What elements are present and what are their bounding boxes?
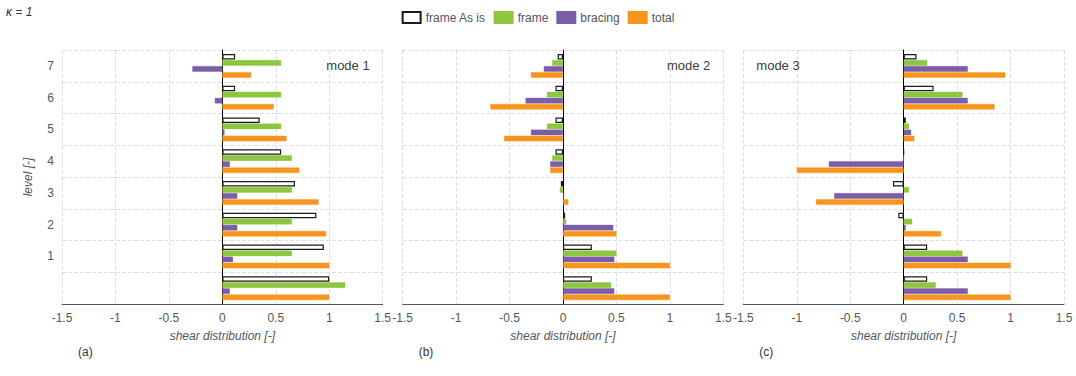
svg-text:-1: -1 — [110, 311, 121, 325]
svg-text:3: 3 — [47, 186, 54, 200]
svg-text:mode 3: mode 3 — [756, 58, 799, 73]
svg-text:total: total — [652, 11, 675, 25]
svg-text:-1.5: -1.5 — [52, 311, 73, 325]
svg-text:1.5: 1.5 — [374, 311, 391, 325]
svg-text:0: 0 — [219, 311, 226, 325]
svg-text:frame As is: frame As is — [426, 11, 485, 25]
svg-text:-0.5: -0.5 — [159, 311, 180, 325]
svg-text:0.5: 0.5 — [949, 311, 966, 325]
svg-text:bracing: bracing — [580, 11, 619, 25]
svg-text:0.5: 0.5 — [608, 311, 625, 325]
svg-text:1: 1 — [326, 311, 333, 325]
svg-text:6: 6 — [47, 91, 54, 105]
svg-text:level [-]: level [-] — [21, 157, 35, 196]
svg-text:shear distribution [-]: shear distribution [-] — [170, 329, 276, 343]
svg-text:-1: -1 — [791, 311, 802, 325]
svg-text:(a): (a) — [78, 345, 93, 359]
svg-text:0.5: 0.5 — [267, 311, 284, 325]
svg-text:-0.5: -0.5 — [499, 311, 520, 325]
svg-text:0: 0 — [560, 311, 567, 325]
svg-text:-1: -1 — [451, 311, 462, 325]
svg-text:κ = 1: κ = 1 — [6, 5, 32, 19]
svg-text:mode 2: mode 2 — [667, 58, 710, 73]
svg-text:1: 1 — [667, 311, 674, 325]
svg-text:-1.5: -1.5 — [392, 311, 413, 325]
svg-text:frame: frame — [518, 11, 549, 25]
svg-text:-0.5: -0.5 — [840, 311, 861, 325]
svg-text:-1.5: -1.5 — [733, 311, 754, 325]
svg-text:shear distribution [-]: shear distribution [-] — [851, 329, 957, 343]
svg-text:(c): (c) — [759, 345, 773, 359]
svg-text:5: 5 — [47, 122, 54, 136]
svg-text:mode 1: mode 1 — [326, 58, 369, 73]
svg-text:4: 4 — [47, 154, 54, 168]
svg-text:2: 2 — [47, 218, 54, 232]
svg-text:0: 0 — [900, 311, 907, 325]
svg-text:1.5: 1.5 — [715, 311, 732, 325]
svg-text:1.5: 1.5 — [1056, 311, 1073, 325]
svg-text:1: 1 — [1007, 311, 1014, 325]
svg-text:shear distribution [-]: shear distribution [-] — [510, 329, 616, 343]
svg-text:7: 7 — [47, 59, 54, 73]
svg-text:1: 1 — [47, 249, 54, 263]
svg-text:(b): (b) — [419, 345, 434, 359]
